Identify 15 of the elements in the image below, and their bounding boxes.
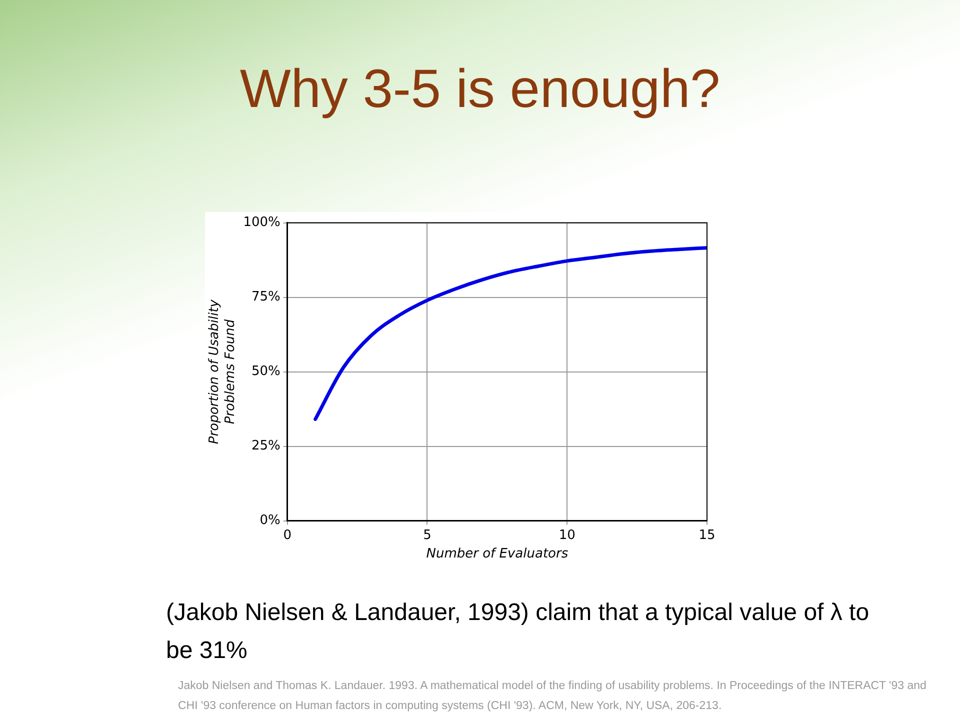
x-tick-label: 0 xyxy=(283,528,292,543)
y-tick-label: 25% xyxy=(251,438,280,454)
y-tick-label: 0% xyxy=(260,513,280,528)
y-tick-label: 50% xyxy=(251,364,280,380)
y-tick-label: 100% xyxy=(243,215,280,230)
y-axis-title: Proportion of Usability Problems Found xyxy=(207,299,238,444)
x-tick-label: 10 xyxy=(558,528,576,543)
x-tick-label: 15 xyxy=(698,528,716,543)
text: (Jakob Nielsen & Landauer, 1993) claim that a typical value of λ to be 31% xyxy=(166,598,870,666)
text: Jakob Nielsen and Thomas K. Landauer. 1993. A mathematical model of the finding of usability problems. In Proceedings of the INTERACT '93 and CHI '93 conference on Human factors in computing systems (CHI '93). ACM, New York, NY, USA, 206-213. xyxy=(178,679,928,714)
x-tick-label: 5 xyxy=(423,528,432,543)
line-series xyxy=(314,246,707,421)
y-tick-label: 75% xyxy=(251,290,280,305)
x-axis-title: Number of Evaluators xyxy=(426,546,568,562)
chart-title: Why 3-5 is enough? xyxy=(238,58,722,120)
